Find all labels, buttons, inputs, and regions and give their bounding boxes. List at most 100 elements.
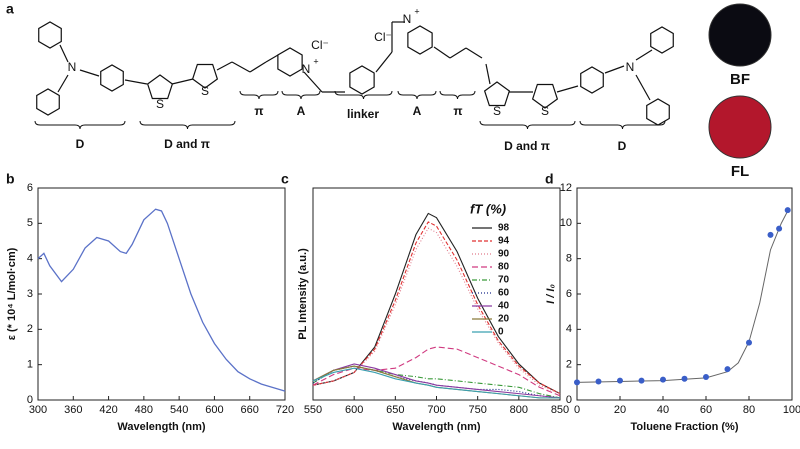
- image-label: BF: [730, 71, 750, 88]
- point: [767, 231, 774, 238]
- x-tick-label: 20: [614, 404, 626, 416]
- point: [724, 366, 731, 373]
- bond: [449, 47, 467, 59]
- x-tick-label: 650: [386, 404, 404, 416]
- y-tick-label: 4: [27, 253, 33, 265]
- group-label: D: [76, 137, 85, 151]
- atom-label: +: [313, 56, 318, 66]
- panel-label: b: [6, 171, 15, 187]
- group-label: D and π: [164, 137, 210, 151]
- bond: [485, 63, 491, 85]
- y-tick-label: 10: [560, 217, 572, 229]
- y-tick-label: 5: [27, 217, 33, 229]
- point: [638, 377, 645, 384]
- x-tick-label: 600: [345, 404, 363, 416]
- group-label: π: [254, 104, 263, 118]
- bond: [79, 69, 100, 77]
- x-tick-label: 800: [510, 404, 528, 416]
- group-label: A: [297, 104, 306, 118]
- y-tick-label: 6: [566, 288, 572, 300]
- ring: [146, 74, 174, 100]
- legend-label: 70: [498, 275, 510, 286]
- panel-label: d: [545, 171, 554, 187]
- x-tick-label: 750: [468, 404, 486, 416]
- bond: [433, 46, 451, 59]
- y-tick-label: 0: [27, 394, 33, 406]
- y-tick-label: 1: [27, 359, 33, 371]
- bond: [124, 79, 148, 85]
- brace: [439, 90, 476, 100]
- x-tick-label: 60: [700, 404, 712, 416]
- legend-label: 40: [498, 301, 510, 312]
- image-bf: [708, 3, 772, 67]
- series-line: [312, 365, 561, 399]
- ring: [191, 63, 219, 89]
- bond: [375, 51, 393, 73]
- series-line: [312, 363, 561, 399]
- ring: [531, 83, 559, 109]
- group-label: π: [453, 104, 462, 118]
- x-tick-label: 40: [657, 404, 669, 416]
- x-axis-label: Wavelength (nm): [117, 421, 206, 433]
- x-tick-label: 540: [170, 404, 188, 416]
- group-label: linker: [347, 107, 379, 121]
- ring: [38, 21, 62, 49]
- y-tick-label: 0: [566, 394, 572, 406]
- bond: [465, 47, 483, 59]
- series-line: [312, 365, 560, 399]
- x-tick-label: 480: [135, 404, 153, 416]
- atom-label: Cl⁻: [311, 38, 329, 52]
- ring: [349, 65, 375, 95]
- x-tick-label: 100: [783, 404, 800, 416]
- bond: [604, 65, 625, 74]
- ring: [277, 47, 303, 77]
- atom-label: S: [493, 104, 501, 118]
- atom-label: +: [414, 6, 419, 16]
- y-tick-label: 6: [27, 182, 33, 194]
- atom-label: S: [201, 84, 209, 98]
- legend-label: 94: [498, 236, 510, 247]
- point: [746, 339, 752, 346]
- y-tick-label: 12: [560, 182, 572, 194]
- legend-title: fT (%): [470, 201, 506, 216]
- series-line: [312, 365, 561, 399]
- bond: [303, 71, 323, 93]
- x-tick-label: 720: [276, 404, 294, 416]
- y-tick-label: 2: [566, 359, 572, 371]
- y-tick-label: 4: [566, 323, 572, 335]
- bond: [171, 78, 194, 85]
- line: [37, 208, 286, 392]
- panel-label: c: [281, 171, 289, 187]
- group-label: D and π: [504, 139, 550, 153]
- legend-label: 98: [498, 223, 510, 234]
- y-tick-label: 2: [27, 323, 33, 335]
- bond: [265, 54, 279, 63]
- brace: [281, 90, 321, 100]
- x-tick-label: 360: [64, 404, 82, 416]
- atom-label: N: [626, 60, 635, 74]
- series-line: [312, 346, 561, 397]
- image-label: FL: [731, 163, 749, 180]
- ring: [36, 88, 60, 116]
- group-label: A: [413, 104, 422, 118]
- point: [703, 374, 709, 381]
- x-tick-label: 700: [427, 404, 445, 416]
- y-axis-label: ε (* 10⁴ L/mol·cm): [6, 247, 18, 340]
- y-axis-label: I / I₀: [545, 284, 557, 304]
- legend-label: 0: [498, 327, 504, 338]
- bond: [556, 85, 579, 93]
- bond: [231, 61, 251, 73]
- ring: [650, 26, 674, 54]
- panel-label: a: [6, 1, 14, 17]
- atom-label: N: [68, 60, 77, 74]
- x-tick-label: 0: [574, 404, 580, 416]
- ring: [407, 25, 433, 55]
- atom-label: Cl⁻: [374, 30, 392, 44]
- brace: [479, 120, 576, 130]
- x-tick-label: 550: [304, 404, 322, 416]
- x-tick-label: 300: [29, 404, 47, 416]
- ring: [483, 81, 511, 107]
- legend-label: 90: [498, 249, 510, 260]
- point: [776, 225, 783, 232]
